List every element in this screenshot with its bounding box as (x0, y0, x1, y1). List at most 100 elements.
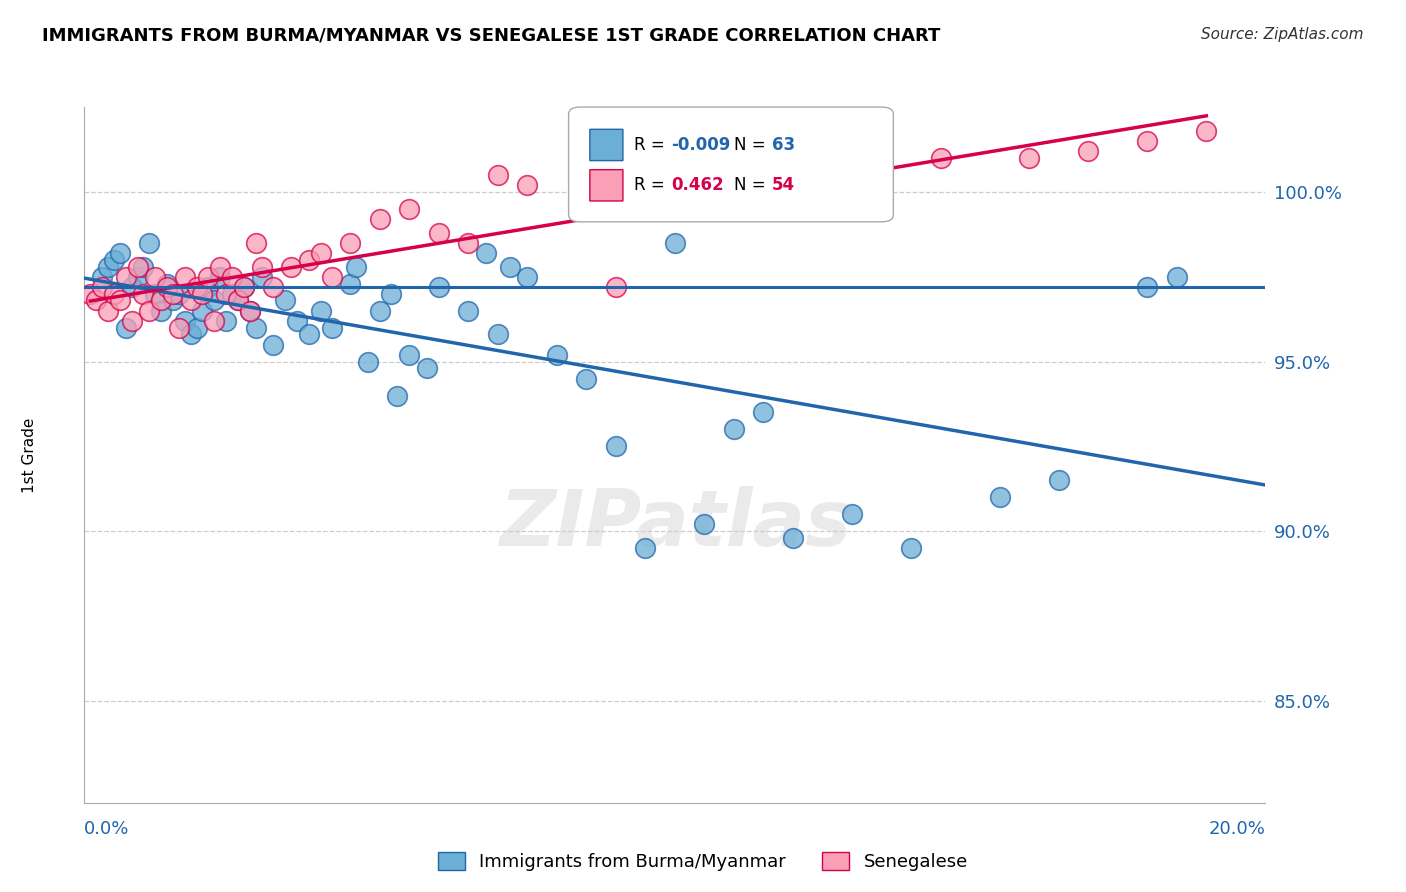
Point (380, 286, 402, 301)
Text: 63: 63 (772, 136, 794, 154)
Point (475, 246, 498, 260)
Point (221, 269, 243, 284)
Point (173, 314, 195, 328)
Point (127, 260, 149, 274)
Point (262, 280, 284, 294)
Point (215, 286, 238, 301)
Point (387, 388, 409, 402)
Point (245, 320, 267, 334)
Point (186, 320, 208, 334)
Point (197, 280, 219, 294)
Point (180, 293, 202, 308)
Point (262, 337, 284, 351)
Point (309, 303, 332, 318)
Point (221, 286, 243, 301)
Point (250, 260, 273, 274)
Point (132, 260, 155, 274)
Point (245, 235, 267, 250)
Point (232, 280, 254, 294)
Point (457, 235, 479, 250)
Point (339, 235, 361, 250)
Point (693, 517, 716, 532)
Point (634, 168, 657, 182)
Point (605, 280, 627, 294)
Text: R =: R = (634, 136, 669, 154)
Point (180, 327, 202, 342)
Point (150, 293, 173, 308)
Point (250, 269, 273, 284)
Point (1195, 124, 1218, 138)
Point (575, 192, 598, 206)
Point (209, 260, 232, 274)
Point (186, 280, 208, 294)
Point (575, 371, 598, 385)
Point (309, 246, 332, 260)
Point (191, 303, 214, 318)
Point (143, 286, 166, 301)
Point (226, 293, 249, 308)
Point (782, 178, 804, 193)
Point (344, 260, 367, 274)
Point (97, 260, 120, 274)
Point (298, 327, 321, 342)
Text: Source: ZipAtlas.com: Source: ZipAtlas.com (1201, 27, 1364, 42)
Text: 20.0%: 20.0% (1209, 820, 1265, 838)
Point (1018, 151, 1040, 165)
Point (723, 422, 745, 436)
Point (162, 286, 184, 301)
Point (138, 235, 160, 250)
Point (156, 280, 179, 294)
Point (121, 280, 143, 294)
Text: IMMIGRANTS FROM BURMA/MYANMAR VS SENEGALESE 1ST GRADE CORRELATION CHART: IMMIGRANTS FROM BURMA/MYANMAR VS SENEGAL… (42, 27, 941, 45)
Point (285, 314, 308, 328)
Point (321, 269, 343, 284)
Point (498, 260, 520, 274)
Point (197, 269, 219, 284)
Point (782, 531, 804, 545)
Point (150, 303, 173, 318)
Point (226, 293, 249, 308)
Point (1166, 269, 1188, 284)
Text: R =: R = (634, 176, 669, 194)
Point (841, 158, 863, 172)
Text: N =: N = (734, 136, 770, 154)
Point (427, 226, 450, 240)
Point (752, 405, 775, 419)
Text: 0.0%: 0.0% (84, 820, 129, 838)
Point (280, 260, 302, 274)
Point (516, 269, 538, 284)
Point (138, 303, 160, 318)
Point (143, 269, 166, 284)
Point (162, 293, 184, 308)
Text: 54: 54 (772, 176, 794, 194)
Point (398, 202, 420, 216)
FancyBboxPatch shape (591, 169, 623, 201)
Point (321, 320, 343, 334)
Point (1047, 474, 1070, 488)
FancyBboxPatch shape (591, 129, 623, 161)
Point (1136, 134, 1159, 148)
Point (91, 280, 114, 294)
Point (202, 314, 225, 328)
Point (298, 252, 321, 267)
Point (114, 320, 136, 334)
FancyBboxPatch shape (568, 107, 893, 222)
Point (215, 314, 238, 328)
Point (121, 314, 143, 328)
Point (274, 293, 297, 308)
Point (173, 269, 195, 284)
Point (752, 202, 775, 216)
Point (900, 541, 922, 556)
Point (114, 269, 136, 284)
Point (202, 293, 225, 308)
Legend: Immigrants from Burma/Myanmar, Senegalese: Immigrants from Burma/Myanmar, Senegales… (430, 845, 976, 879)
Point (516, 178, 538, 193)
Point (1136, 280, 1159, 294)
Point (232, 280, 254, 294)
Point (605, 439, 627, 453)
Point (84, 293, 107, 308)
Text: -0.009: -0.009 (671, 136, 731, 154)
Text: N =: N = (734, 176, 770, 194)
Point (398, 348, 420, 362)
Point (1077, 144, 1099, 158)
